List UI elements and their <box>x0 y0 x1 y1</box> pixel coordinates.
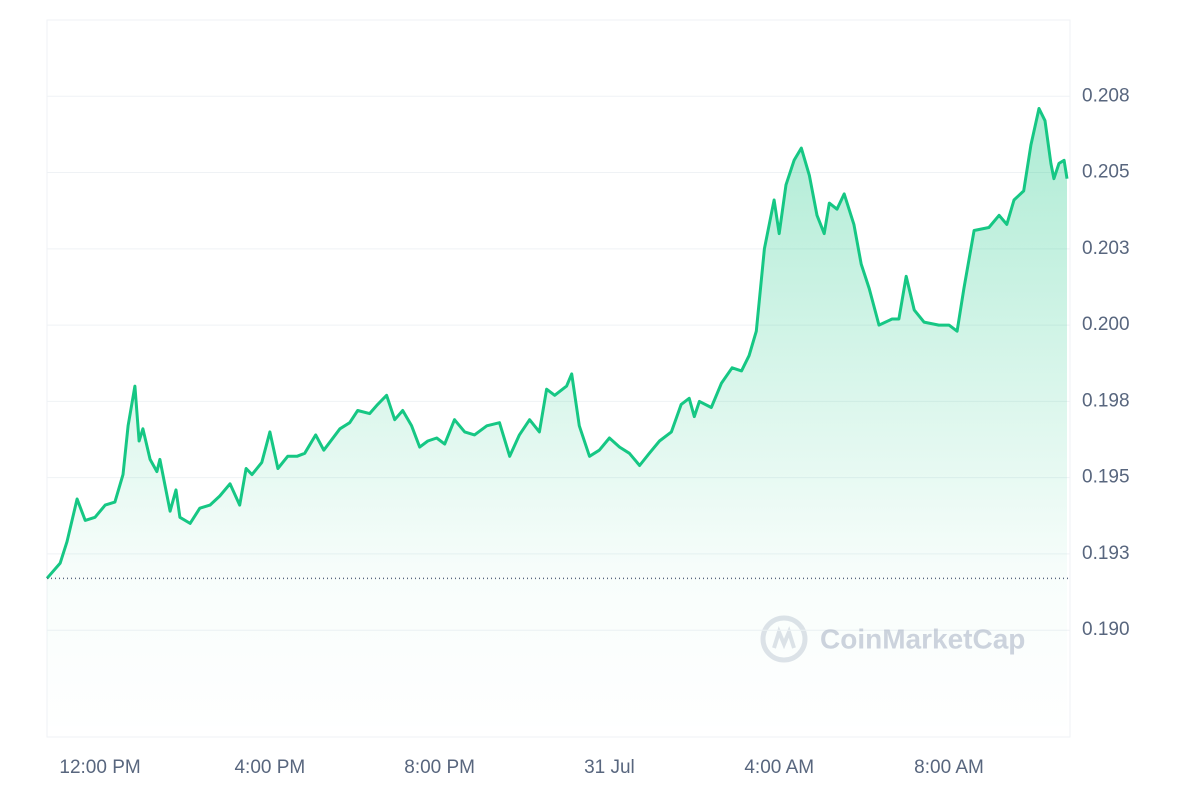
y-tick-label: 0.198 <box>1082 390 1130 411</box>
x-tick-label: 8:00 PM <box>404 757 475 778</box>
x-tick-label: 8:00 AM <box>914 757 984 778</box>
price-area <box>47 108 1067 737</box>
y-tick-label: 0.190 <box>1082 619 1130 640</box>
y-tick-label: 0.193 <box>1082 543 1130 564</box>
watermark: CoinMarketCap <box>820 623 1025 654</box>
x-tick-label: 31 Jul <box>584 757 635 778</box>
x-tick-label: 4:00 PM <box>234 757 305 778</box>
y-tick-label: 0.195 <box>1082 467 1130 488</box>
price-line <box>45 107 1069 580</box>
x-tick-label: 12:00 PM <box>59 757 140 778</box>
x-tick-label: 4:00 AM <box>744 757 814 778</box>
y-tick-label: 0.208 <box>1082 85 1130 106</box>
y-tick-label: 0.205 <box>1082 162 1130 183</box>
y-tick-label: 0.203 <box>1082 238 1130 259</box>
y-tick-label: 0.200 <box>1082 314 1130 335</box>
